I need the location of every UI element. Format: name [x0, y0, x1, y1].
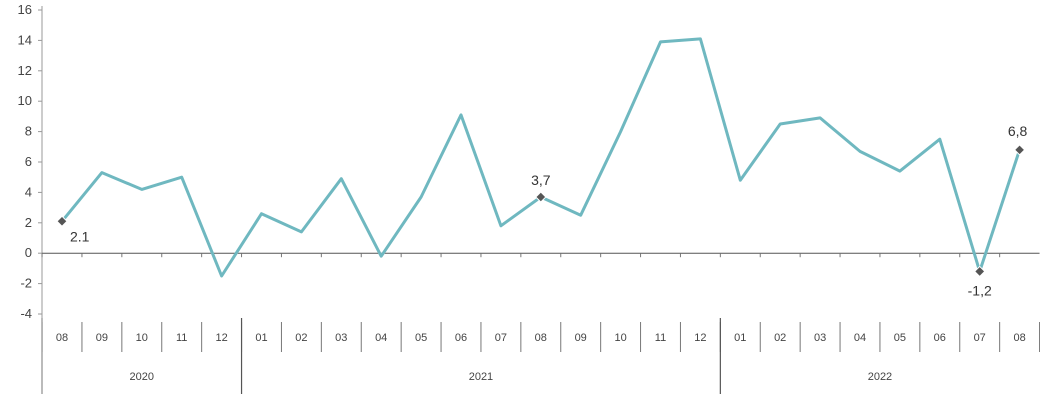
x-tick-label: 12: [694, 332, 706, 344]
x-tick-label: 01: [734, 332, 746, 344]
year-label: 2021: [469, 371, 493, 383]
x-tick-label: 08: [1013, 332, 1025, 344]
data-point-marker: [535, 191, 547, 203]
y-tick-label: 4: [25, 184, 32, 199]
x-tick-label: 07: [974, 332, 986, 344]
y-tick-label: 14: [18, 32, 32, 47]
y-tick-label: -4: [20, 306, 32, 321]
x-tick-label: 08: [56, 332, 68, 344]
x-tick-label: 09: [96, 332, 108, 344]
x-tick-label: 01: [255, 332, 267, 344]
x-tick-label: 12: [215, 332, 227, 344]
x-tick-label: 05: [415, 332, 427, 344]
x-tick-label: 08: [535, 332, 547, 344]
data-label: 3,7: [531, 172, 551, 188]
x-tick-label: 02: [774, 332, 786, 344]
x-tick-label: 03: [335, 332, 347, 344]
x-tick-label: 02: [295, 332, 307, 344]
y-tick-label: 0: [25, 245, 32, 260]
y-tick-label: 12: [18, 63, 32, 78]
year-label: 2022: [868, 371, 892, 383]
y-tick-label: 10: [18, 93, 32, 108]
series-line: [60, 37, 1022, 278]
y-tick-label: -2: [20, 276, 32, 291]
y-tick-label: 6: [25, 154, 32, 169]
year-label: 2020: [130, 371, 154, 383]
data-label: 2.1: [70, 228, 90, 244]
data-label: -1,2: [968, 282, 992, 298]
data-point-marker: [973, 265, 986, 278]
data-point-marker: [56, 215, 68, 227]
x-tick-label: 11: [176, 332, 187, 344]
x-tick-label: 05: [894, 332, 906, 344]
y-tick-label: 8: [25, 124, 32, 139]
x-tick-label: 03: [814, 332, 826, 344]
x-tick-label: 06: [455, 332, 467, 344]
x-tick-label: 09: [575, 332, 587, 344]
y-tick-label: 2: [25, 215, 32, 230]
y-tick-label: 16: [18, 2, 32, 17]
x-tick-label: 04: [375, 332, 387, 344]
x-tick-label: 10: [614, 332, 626, 344]
x-tick-label: 07: [495, 332, 507, 344]
x-tick-label: 10: [136, 332, 148, 344]
x-tick-label: 04: [854, 332, 866, 344]
x-tick-label: 06: [934, 332, 946, 344]
x-tick-label: 11: [655, 332, 666, 344]
data-label: 6,8: [1008, 123, 1028, 139]
data-point-marker: [1013, 144, 1026, 156]
